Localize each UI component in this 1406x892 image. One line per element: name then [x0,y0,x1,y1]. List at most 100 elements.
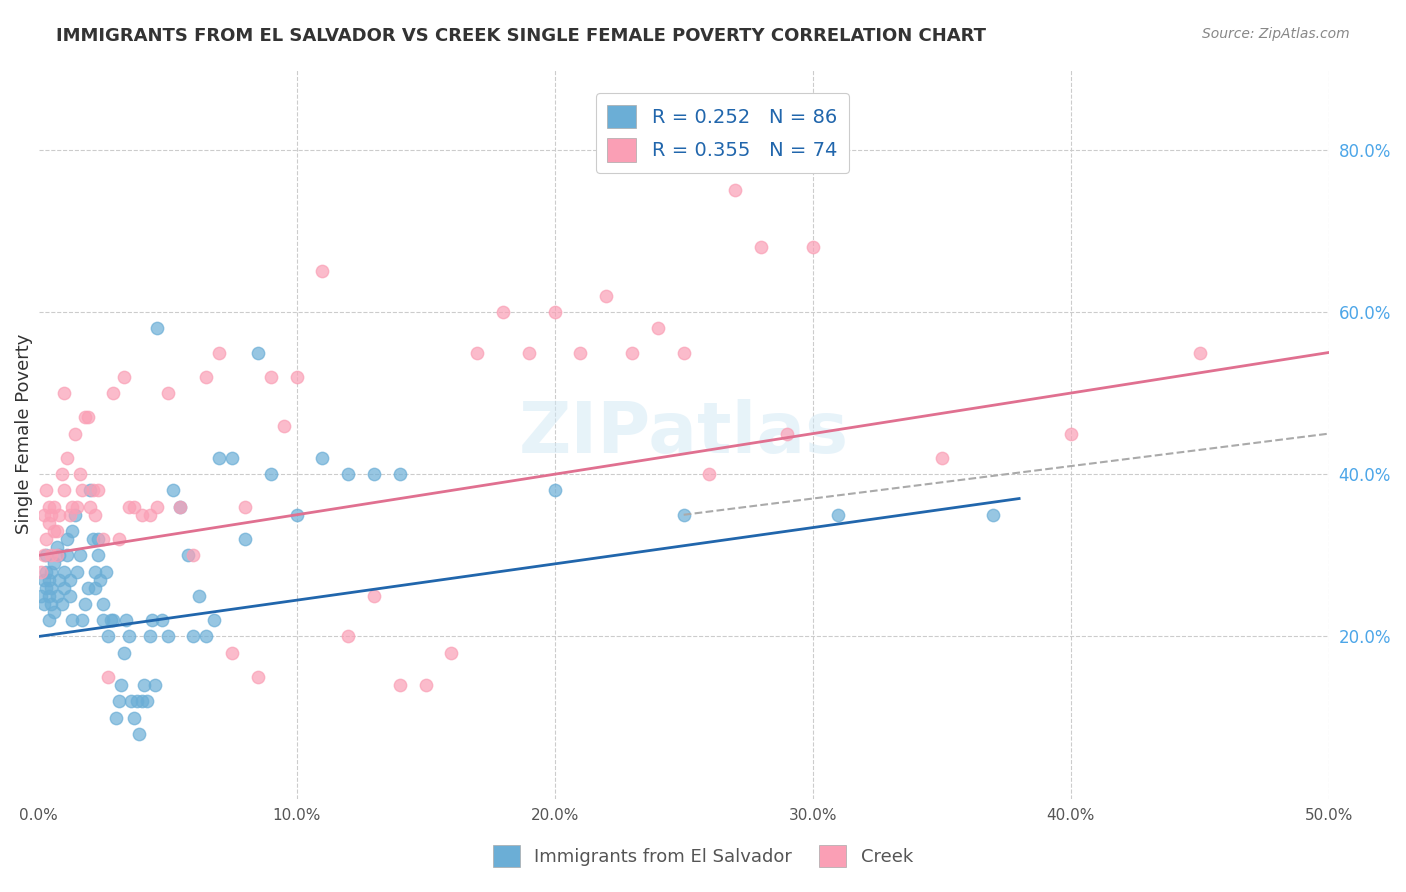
Point [152,613,174,627]
Point [84,508,107,522]
Point [672,508,695,522]
Point [32,549,55,563]
Point [177,549,200,563]
Point [63,508,86,522]
Point [79,483,101,498]
Point [30,565,52,579]
Point [38,573,60,587]
Point [69,549,91,563]
Point [141,613,163,627]
Point [195,630,218,644]
Point [56,532,79,546]
Point [42,557,65,571]
Point [187,589,209,603]
Point [543,305,565,319]
Point [621,345,644,359]
Point [35,581,58,595]
Point [388,678,411,692]
Text: ZIPatlas: ZIPatlas [519,399,849,468]
Point [146,321,169,335]
Point [260,467,283,482]
Point [60,500,83,514]
Point [103,613,125,627]
Point [87,483,110,498]
Point [58,508,80,522]
Point [118,500,141,514]
Point [53,581,76,595]
Point [32,508,55,522]
Point [41,597,63,611]
Legend: Immigrants from El Salvador, Creek: Immigrants from El Salvador, Creek [485,838,921,874]
Point [91,532,114,546]
Point [41,565,63,579]
Point [337,467,360,482]
Point [699,467,721,482]
Point [143,678,166,692]
Point [48,573,70,587]
Point [45,549,67,563]
Point [208,450,231,465]
Point [647,321,669,335]
Point [41,508,63,522]
Point [221,646,243,660]
Point [169,500,191,514]
Point [136,694,159,708]
Point [388,467,411,482]
Point [273,418,295,433]
Point [118,630,141,644]
Point [103,386,125,401]
Point [91,613,114,627]
Point [517,345,540,359]
Y-axis label: Single Female Poverty: Single Female Poverty [15,334,32,533]
Point [595,289,617,303]
Point [128,727,150,741]
Point [91,597,114,611]
Point [73,410,96,425]
Point [543,483,565,498]
Point [156,630,179,644]
Point [981,508,1004,522]
Point [35,483,58,498]
Point [87,549,110,563]
Legend: R = 0.252   N = 86, R = 0.355   N = 74: R = 0.252 N = 86, R = 0.355 N = 74 [596,93,849,173]
Point [53,386,76,401]
Point [146,500,169,514]
Point [156,386,179,401]
Point [56,549,79,563]
Point [45,589,67,603]
Text: Source: ZipAtlas.com: Source: ZipAtlas.com [1202,27,1350,41]
Point [94,565,117,579]
Point [82,532,104,546]
Point [48,549,70,563]
Point [233,532,256,546]
Text: IMMIGRANTS FROM EL SALVADOR VS CREEK SINGLE FEMALE POVERTY CORRELATION CHART: IMMIGRANTS FROM EL SALVADOR VS CREEK SIN… [56,27,986,45]
Point [208,345,231,359]
Point [569,345,592,359]
Point [776,426,799,441]
Point [58,573,80,587]
Point [32,597,55,611]
Point [42,605,65,619]
Point [125,694,148,708]
Point [97,630,120,644]
Point [73,597,96,611]
Point [260,369,283,384]
Point [195,369,218,384]
Point [122,711,145,725]
Point [246,345,269,359]
Point [66,565,89,579]
Point [63,426,86,441]
Point [79,500,101,514]
Point [45,540,67,554]
Point [138,630,160,644]
Point [76,581,98,595]
Point [363,467,385,482]
Point [38,516,60,530]
Point [415,678,437,692]
Point [87,532,110,546]
Point [89,573,111,587]
Point [337,630,360,644]
Point [35,549,58,563]
Point [53,565,76,579]
Point [69,467,91,482]
